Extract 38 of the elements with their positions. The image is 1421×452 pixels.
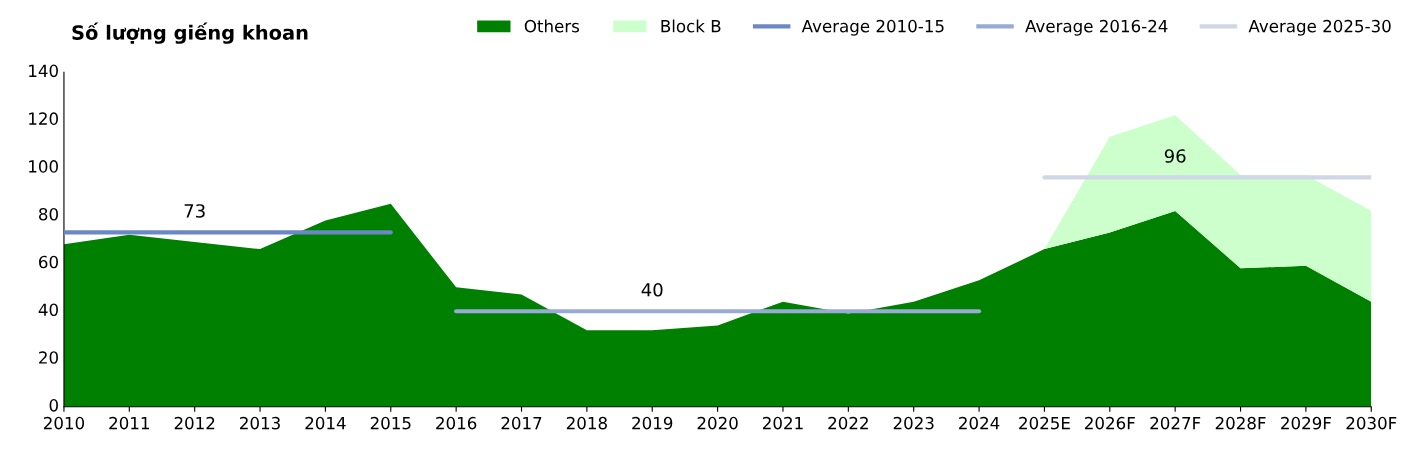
x-tick-label: 2025E <box>1019 416 1070 430</box>
y-tick-label: 20 <box>39 351 58 364</box>
x-tick-label: 2026F <box>1085 416 1135 430</box>
x-tick-label: 2012 <box>174 416 215 430</box>
x-tick-label: 2024 <box>959 416 1000 430</box>
x-tick-label: 2029F <box>1281 416 1331 430</box>
y-tick-label: 40 <box>38 303 58 317</box>
legend-label: Average 2010-15 <box>801 19 944 36</box>
annotation: 96 <box>1164 149 1186 163</box>
x-tick-label: 2011 <box>109 416 149 430</box>
chart-title: Số lượng giếng khoan <box>72 22 308 44</box>
legend-label: Block B <box>661 19 721 33</box>
x-tick-label: 2016 <box>436 416 477 430</box>
legend-label: Others <box>524 19 580 33</box>
x-tick-label: 2022 <box>828 416 868 430</box>
y-tick-label: 80 <box>39 207 58 221</box>
x-tick-label: 2014 <box>305 416 346 430</box>
x-tick-label: 2027F <box>1150 416 1201 430</box>
legend-label: Average 2025-30 <box>1248 19 1391 36</box>
annotation: 40 <box>641 282 663 297</box>
x-tick-label: 2018 <box>566 416 607 430</box>
x-tick-label: 2028F <box>1215 416 1266 430</box>
y-tick-label: 0 <box>49 399 58 412</box>
x-tick-label: 2017 <box>501 416 542 430</box>
y-tick-label: 140 <box>29 64 58 78</box>
y-tick-label: 60 <box>39 255 58 269</box>
y-tick-label: 100 <box>29 160 58 173</box>
x-tick-label: 2030F <box>1346 416 1397 430</box>
y-tick-label: 120 <box>29 112 58 125</box>
x-tick-label: 2020 <box>697 416 738 430</box>
x-tick-label: 2019 <box>632 416 673 430</box>
x-tick-label: 2013 <box>240 416 280 430</box>
legend-label: Average 2016-24 <box>1025 19 1168 36</box>
x-tick-label: 2023 <box>893 416 934 430</box>
x-tick-label: 2015 <box>370 416 411 430</box>
x-tick-label: 2021 <box>762 416 803 430</box>
x-tick-label: 2010 <box>43 416 85 430</box>
annotation: 73 <box>184 204 205 218</box>
